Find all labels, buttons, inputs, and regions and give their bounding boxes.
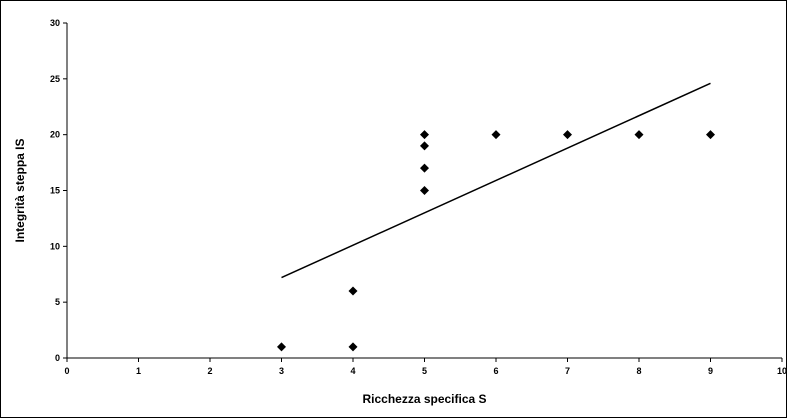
y-tick-label: 10: [50, 241, 60, 251]
x-tick-label: 3: [279, 366, 284, 376]
y-tick-label: 5: [55, 297, 60, 307]
y-tick-label: 25: [50, 74, 60, 84]
x-tick-label: 0: [64, 366, 69, 376]
trendline: [281, 82, 711, 279]
x-axis-ticks: 0 1 2 3 4 5 6 7 8 9 10: [64, 358, 786, 376]
data-point: [348, 342, 358, 352]
x-tick-label: 4: [350, 366, 355, 376]
y-axis-ticks: 0 5 10 15 20 25 30: [50, 18, 67, 363]
y-tick-label: 20: [50, 130, 60, 140]
data-point: [420, 141, 429, 151]
data-points: [277, 130, 715, 352]
x-axis-label: Ricchezza specifica S: [362, 392, 486, 406]
x-tick-label: 9: [708, 366, 713, 376]
y-tick-label: 15: [50, 186, 60, 196]
data-point: [706, 130, 715, 140]
data-point: [420, 186, 429, 195]
x-tick-label: 2: [207, 366, 212, 376]
x-tick-label: 5: [422, 366, 427, 376]
data-point: [420, 163, 429, 173]
data-point: [348, 286, 358, 296]
y-axis-label: Integrità steppa IS: [13, 138, 27, 242]
data-point: [420, 130, 429, 140]
trendline-group: [281, 82, 711, 279]
data-point: [277, 342, 286, 352]
x-tick-label: 1: [136, 366, 141, 376]
x-tick-label: 10: [777, 366, 786, 376]
data-point: [491, 130, 501, 140]
x-tick-label: 8: [636, 366, 641, 376]
y-tick-label: 30: [50, 18, 60, 28]
y-tick-label: 0: [55, 353, 60, 363]
data-point: [634, 130, 644, 140]
x-tick-label: 7: [565, 366, 570, 376]
data-point: [563, 130, 572, 140]
x-tick-label: 6: [493, 366, 498, 376]
